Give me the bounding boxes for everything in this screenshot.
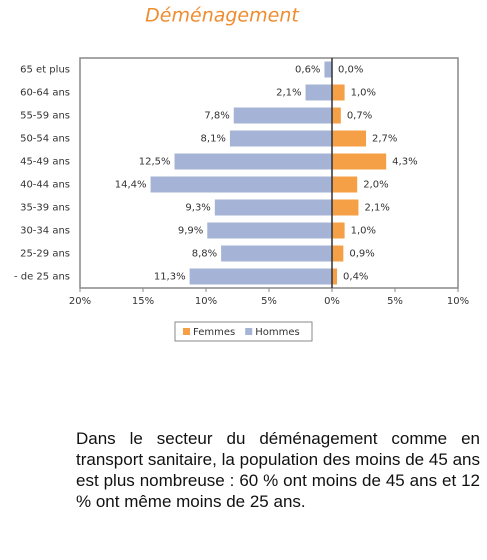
x-tick-label: 15%	[132, 296, 154, 307]
data-label: 0,7%	[347, 111, 372, 122]
data-label: 7,8%	[204, 111, 229, 122]
data-label: 0,9%	[349, 249, 374, 260]
y-tick-label: 65 et plus	[20, 65, 70, 76]
data-label: 4,3%	[392, 157, 417, 168]
data-label: 0,4%	[343, 272, 368, 283]
bar	[332, 176, 358, 193]
bar	[332, 268, 338, 285]
x-tick-label: 10%	[447, 296, 469, 307]
bar	[189, 268, 332, 285]
bar	[324, 61, 332, 78]
x-tick-label: 20%	[69, 296, 91, 307]
data-label: 9,9%	[178, 226, 203, 237]
bar	[332, 84, 345, 101]
bar	[332, 130, 367, 147]
bar	[150, 176, 332, 193]
legend-label: Hommes	[255, 327, 299, 338]
bar	[332, 222, 345, 239]
bar	[233, 107, 332, 124]
y-tick-label: 50-54 ans	[20, 134, 70, 145]
data-label: 8,8%	[192, 249, 217, 260]
data-label: 1,0%	[351, 88, 376, 99]
data-label: 0,0%	[338, 65, 363, 76]
y-tick-label: 55-59 ans	[20, 111, 70, 122]
data-label: 2,0%	[363, 180, 388, 191]
bar	[305, 84, 332, 101]
y-tick-label: - de 25 ans	[14, 272, 70, 283]
data-label: 0,6%	[295, 65, 320, 76]
x-tick-label: 5%	[387, 296, 403, 307]
paragraph: Dans le secteur du déménagement comme en…	[76, 429, 480, 511]
bar	[332, 153, 387, 170]
bar	[221, 245, 332, 262]
data-label: 2,1%	[276, 88, 301, 99]
bar	[332, 107, 341, 124]
data-label: 14,4%	[115, 180, 147, 191]
y-tick-label: 30-34 ans	[20, 226, 70, 237]
bar	[332, 199, 359, 216]
bar	[207, 222, 332, 239]
data-label: 1,0%	[351, 226, 376, 237]
y-tick-label: 60-64 ans	[20, 88, 70, 99]
data-label: 11,3%	[154, 272, 186, 283]
bar	[174, 153, 332, 170]
bar	[229, 130, 332, 147]
y-tick-label: 25-29 ans	[20, 249, 70, 260]
x-tick-label: 10%	[195, 296, 217, 307]
legend-swatch	[245, 328, 253, 335]
legend-swatch	[183, 328, 190, 335]
data-label: 8,1%	[201, 134, 226, 145]
y-tick-label: 40-44 ans	[20, 180, 70, 191]
y-tick-label: 35-39 ans	[20, 203, 70, 214]
y-tick-label: 45-49 ans	[20, 157, 70, 168]
bar	[332, 245, 344, 262]
chart-title: Déménagement	[145, 5, 300, 27]
x-tick-label: 5%	[261, 296, 277, 307]
data-label: 2,7%	[372, 134, 397, 145]
data-label: 2,1%	[364, 203, 389, 214]
data-label: 9,3%	[185, 203, 210, 214]
data-label: 12,5%	[139, 157, 171, 168]
bar	[214, 199, 332, 216]
legend-frame	[174, 321, 313, 342]
legend-label: Femmes	[193, 327, 235, 338]
x-tick-label: 0%	[324, 296, 340, 307]
chart: Déménagement 20% 15% 10% 5% 0% 5% 10% 65 et plu…	[14, 5, 469, 342]
